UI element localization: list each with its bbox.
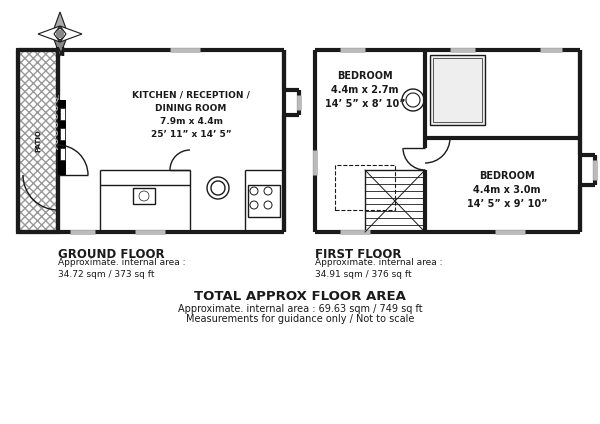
Bar — [18, 50, 58, 232]
Bar — [430, 55, 485, 125]
Polygon shape — [38, 26, 60, 42]
Text: Approximate. internal area :: Approximate. internal area : — [315, 258, 443, 267]
Bar — [18, 50, 58, 232]
Text: N: N — [55, 46, 65, 59]
Text: GROUND FLOOR: GROUND FLOOR — [58, 248, 164, 261]
Bar — [60, 128, 65, 140]
Bar — [433, 58, 482, 122]
Bar — [335, 165, 395, 210]
Polygon shape — [52, 12, 68, 34]
Text: 34.72 sqm / 373 sq ft: 34.72 sqm / 373 sq ft — [58, 270, 155, 279]
Text: 34.91 sqm / 376 sq ft: 34.91 sqm / 376 sq ft — [315, 270, 412, 279]
Text: TOTAL APPROX FLOOR AREA: TOTAL APPROX FLOOR AREA — [194, 290, 406, 303]
Text: PATIO: PATIO — [35, 130, 41, 153]
Text: Approximate. internal area :: Approximate. internal area : — [58, 258, 185, 267]
Circle shape — [56, 31, 64, 37]
Text: Approximate. internal area : 69.63 sqm / 749 sq ft: Approximate. internal area : 69.63 sqm /… — [178, 304, 422, 314]
Bar — [60, 148, 65, 160]
Text: BEDROOM
4.4m x 3.0m
14’ 5” x 9’ 10”: BEDROOM 4.4m x 3.0m 14’ 5” x 9’ 10” — [467, 171, 547, 209]
Bar — [248, 185, 280, 217]
Text: KITCHEN / RECEPTION /
DINING ROOM
7.9m x 4.4m
25’ 11” x 14’ 5”: KITCHEN / RECEPTION / DINING ROOM 7.9m x… — [132, 91, 250, 139]
Polygon shape — [52, 34, 68, 56]
Text: FIRST FLOOR: FIRST FLOOR — [315, 248, 401, 261]
Polygon shape — [60, 26, 82, 42]
Bar — [58, 100, 66, 175]
Text: Measurements for guidance only / Not to scale: Measurements for guidance only / Not to … — [186, 314, 414, 324]
Text: BEDROOM
4.4m x 2.7m
14’ 5” x 8’ 10”: BEDROOM 4.4m x 2.7m 14’ 5” x 8’ 10” — [325, 71, 406, 109]
Bar — [60, 108, 65, 120]
Bar — [133, 188, 155, 204]
